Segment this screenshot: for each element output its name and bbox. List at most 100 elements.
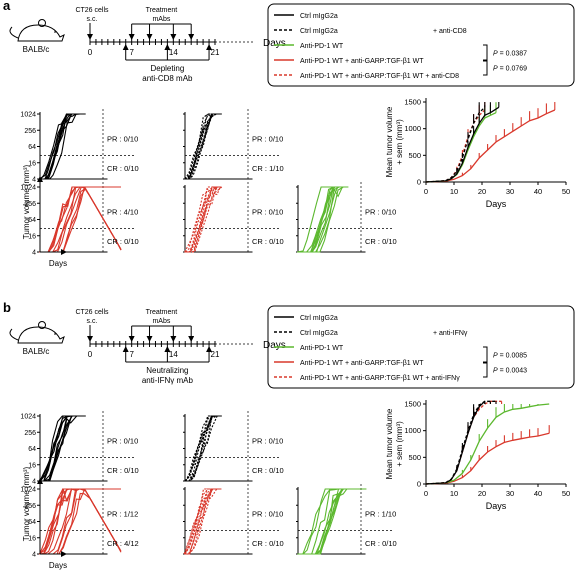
- growth-panel: 4 16 64 256 1024 PR : 0/10 CR : 0/10: [20, 109, 139, 184]
- growth-curve: [185, 415, 222, 482]
- y-tick-label: 256: [24, 503, 36, 510]
- pr-label: PR : 1/10: [365, 509, 396, 518]
- mouse-eye-icon: [54, 333, 56, 335]
- section-b: b BALB/c Days 0 7 14 21 CT26 cells s.c. Treatment…: [3, 300, 575, 570]
- y-tick-label: 0: [417, 178, 421, 187]
- cr-label: CR : 0/10: [252, 237, 284, 246]
- mean-series-line: [425, 432, 550, 485]
- x-tick-label: 20: [478, 489, 486, 498]
- depletion-label: Depleting: [150, 64, 184, 73]
- mean-series-line: [425, 109, 486, 183]
- growth-curve: [185, 415, 222, 482]
- y-tick-label: 500: [408, 151, 421, 160]
- mouse-ear-icon: [38, 321, 46, 329]
- cr-label: CR : 0/10: [107, 237, 139, 246]
- y-axis-title: Mean tumor volume: [385, 106, 394, 177]
- panel-label: a: [3, 0, 11, 13]
- growth-panel: 4 16 64 256 1024 PR : 0/10 CR : 0/10: [20, 411, 139, 486]
- growth-curve: [184, 113, 221, 180]
- y-tick-label: 64: [28, 519, 36, 526]
- pr-label: PR : 0/10: [365, 207, 396, 216]
- mean-series-line: [425, 400, 486, 485]
- growth-curve: [184, 488, 222, 555]
- growth-panel: PR : 0/10 CR : 0/10: [183, 411, 284, 482]
- cr-label: CR : 4/12: [107, 539, 139, 548]
- legend-extra: + anti-CD8: [433, 28, 467, 35]
- y-axis-title-units: + sem (mm³): [395, 119, 404, 165]
- x-tick-label: 30: [506, 489, 514, 498]
- pr-label: PR : 1/12: [107, 509, 138, 518]
- timeline-day-label: 0: [88, 48, 93, 57]
- x-tick-label: 40: [534, 489, 542, 498]
- pvalue-label: P = 0.0085: [493, 353, 527, 360]
- growth-curve: [184, 113, 222, 180]
- y-tick-label: 4: [32, 177, 36, 184]
- growth-curve: [39, 488, 121, 555]
- y-tick-label: 256: [24, 128, 36, 135]
- x-tick-label: 10: [450, 489, 458, 498]
- p-value-text: = 0.0043: [498, 368, 527, 375]
- growth-curve: [184, 113, 221, 180]
- pvalue-bracket: [483, 362, 488, 378]
- mean-series-line: [425, 400, 502, 485]
- growth-curve: [297, 186, 348, 253]
- pr-label: PR : 0/10: [107, 436, 138, 445]
- timeline-day-label: 7: [129, 48, 134, 57]
- cells-route-label: s.c.: [87, 318, 98, 325]
- growth-curve: [184, 113, 221, 180]
- legend-entry: Ctrl mIgG2a: [300, 315, 338, 322]
- growth-curve: [297, 488, 366, 555]
- mouse-eye-icon: [54, 31, 56, 33]
- growth-curve: [185, 488, 222, 555]
- mouse-tail-icon: [9, 328, 19, 341]
- growth-curve: [185, 113, 222, 180]
- x-tick-label: 10: [450, 187, 458, 196]
- growth-curve: [185, 186, 222, 253]
- y-tick-label: 1024: [20, 185, 36, 192]
- x-axis-title: Days: [49, 259, 67, 268]
- y-axis-title: Tumor volume (mm³): [22, 466, 31, 541]
- cr-label: CR : 0/10: [107, 164, 139, 173]
- timeline-day-label: 21: [211, 350, 220, 359]
- growth-panel: PR : 0/10 CR : 1/10: [183, 109, 284, 180]
- growth-curve: [184, 113, 222, 180]
- timeline-days-label: Days: [263, 38, 286, 49]
- x-tick-label: 0: [424, 187, 428, 196]
- p-value-text: = 0.0085: [498, 353, 527, 360]
- legend-entry: Anti-PD-1 WT + anti-GARP:TGF-β1 WT + ant…: [300, 73, 459, 80]
- growth-curve: [184, 415, 222, 482]
- legend-box: [267, 305, 575, 389]
- growth-panel: PR : 0/10 CR : 0/10: [296, 182, 397, 253]
- growth-curve: [184, 186, 221, 253]
- x-axis-title: Days: [49, 561, 67, 570]
- legend-entry: Anti-PD-1 WT + anti-GARP:TGF-β1 WT + ant…: [300, 375, 460, 382]
- y-tick-label: 1024: [20, 112, 36, 119]
- cr-label: CR : 0/10: [252, 466, 284, 475]
- p-symbol: P: [493, 353, 498, 360]
- pr-label: PR : 0/10: [252, 207, 283, 216]
- mouse-icon: [17, 326, 65, 344]
- timeline-day-label: 7: [129, 350, 134, 359]
- growth-curve: [297, 186, 347, 253]
- section-a: a BALB/c Days 0 7 14 21 CT26 cells s.c. Treatment…: [3, 0, 575, 268]
- y-axis-title: Tumor volume (mm³): [22, 164, 31, 239]
- legend-entry: Anti-PD-1 WT: [300, 43, 344, 50]
- p-symbol: P: [493, 66, 498, 73]
- y-tick-label: 1000: [404, 426, 421, 435]
- growth-curve: [185, 488, 221, 553]
- legend-entry: Ctrl mIgG2a: [300, 330, 338, 337]
- legend-entry: Ctrl mIgG2a: [300, 28, 338, 35]
- growth-curve: [297, 186, 347, 253]
- growth-curve: [40, 186, 122, 253]
- growth-curve: [39, 415, 85, 482]
- y-tick-label: 4: [32, 552, 36, 559]
- y-tick-label: 1000: [404, 124, 421, 133]
- mean-series-line: [425, 403, 550, 485]
- y-tick-label: 64: [28, 217, 36, 224]
- p-value-text: = 0.0769: [498, 66, 527, 73]
- depletion-label: Neutralizing: [146, 366, 188, 375]
- timeline-day-label: 14: [169, 48, 178, 57]
- y-tick-label: 256: [24, 201, 36, 208]
- pr-label: PR : 0/10: [252, 134, 283, 143]
